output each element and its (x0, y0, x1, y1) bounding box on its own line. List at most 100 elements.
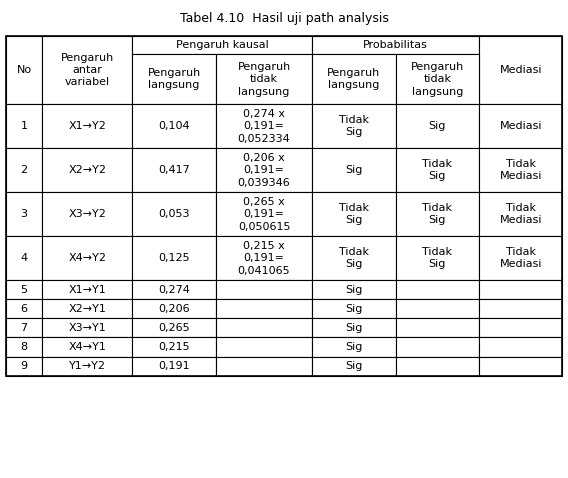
Bar (216, 148, 312, 192)
Bar (479, 192, 562, 236)
Bar (132, 280, 216, 299)
Text: Tidak
Mediasi: Tidak Mediasi (499, 203, 542, 225)
Text: Tabel 4.10  Hasil uji path analysis: Tabel 4.10 Hasil uji path analysis (179, 12, 389, 25)
Bar (312, 357, 396, 376)
Text: Tidak
Sig: Tidak Sig (423, 247, 452, 269)
Text: Sig: Sig (345, 165, 363, 175)
Bar (132, 104, 216, 148)
Bar (396, 280, 479, 299)
Text: Tidak
Mediasi: Tidak Mediasi (499, 159, 542, 181)
Text: 2: 2 (20, 165, 28, 175)
Text: Pengaruh
langsung: Pengaruh langsung (327, 68, 381, 90)
Bar (396, 337, 479, 357)
Bar (312, 299, 396, 318)
Bar (6, 337, 43, 357)
Text: X2→Y2: X2→Y2 (68, 165, 106, 175)
Text: 0,215 x
0,191=
0,041065: 0,215 x 0,191= 0,041065 (237, 241, 290, 275)
Bar (479, 357, 562, 376)
Text: 0,215: 0,215 (158, 342, 190, 352)
Text: 3: 3 (20, 209, 27, 219)
Text: 5: 5 (20, 285, 27, 294)
Bar (6, 148, 43, 192)
Bar (132, 337, 216, 357)
Bar (312, 236, 396, 280)
Bar (132, 36, 312, 54)
Bar (312, 54, 396, 104)
Bar (396, 192, 479, 236)
Bar (396, 236, 479, 280)
Bar (6, 236, 43, 280)
Text: Pengaruh
tidak
langsung: Pengaruh tidak langsung (237, 62, 291, 97)
Bar (6, 357, 43, 376)
Text: Tidak
Sig: Tidak Sig (339, 247, 369, 269)
Text: 9: 9 (20, 361, 28, 371)
Bar (216, 299, 312, 318)
Text: Mediasi: Mediasi (499, 121, 542, 131)
Bar (312, 280, 396, 299)
Bar (132, 357, 216, 376)
Bar (43, 104, 132, 148)
Bar (479, 318, 562, 337)
Bar (396, 148, 479, 192)
Bar (216, 318, 312, 337)
Text: 7: 7 (20, 323, 28, 333)
Bar (396, 54, 479, 104)
Bar (132, 299, 216, 318)
Text: 0,265 x
0,191=
0,050615: 0,265 x 0,191= 0,050615 (238, 197, 290, 231)
Text: Probabilitas: Probabilitas (363, 40, 428, 50)
Bar (216, 192, 312, 236)
Text: X4→Y1: X4→Y1 (68, 342, 106, 352)
Text: Mediasi: Mediasi (499, 65, 542, 75)
Text: 0,206 x
0,191=
0,039346: 0,206 x 0,191= 0,039346 (237, 153, 290, 187)
Bar (216, 236, 312, 280)
Bar (43, 148, 132, 192)
Text: Tidak
Sig: Tidak Sig (423, 203, 452, 225)
Text: 0,125: 0,125 (158, 253, 190, 263)
Text: X4→Y2: X4→Y2 (68, 253, 106, 263)
Bar (132, 54, 216, 104)
Bar (6, 192, 43, 236)
Bar (479, 337, 562, 357)
Text: Sig: Sig (429, 121, 446, 131)
Bar (132, 192, 216, 236)
Bar (312, 36, 479, 54)
Bar (132, 148, 216, 192)
Bar (43, 192, 132, 236)
Bar (479, 148, 562, 192)
Bar (216, 337, 312, 357)
Text: Pengaruh
antar
variabel: Pengaruh antar variabel (61, 53, 114, 87)
Bar (43, 337, 132, 357)
Bar (43, 236, 132, 280)
Bar (43, 36, 132, 104)
Bar (479, 280, 562, 299)
Bar (6, 318, 43, 337)
Bar (132, 236, 216, 280)
Text: No: No (16, 65, 32, 75)
Text: 6: 6 (20, 304, 27, 314)
Bar (6, 36, 562, 376)
Bar (479, 36, 562, 104)
Text: X3→Y1: X3→Y1 (69, 323, 106, 333)
Bar (312, 148, 396, 192)
Bar (396, 104, 479, 148)
Text: X1→Y1: X1→Y1 (69, 285, 106, 294)
Text: Tidak
Sig: Tidak Sig (339, 203, 369, 225)
Bar (479, 299, 562, 318)
Text: Tidak
Sig: Tidak Sig (339, 115, 369, 137)
Bar (216, 357, 312, 376)
Text: Y1→Y2: Y1→Y2 (69, 361, 106, 371)
Text: Pengaruh
langsung: Pengaruh langsung (147, 68, 201, 90)
Bar (216, 54, 312, 104)
Bar (479, 104, 562, 148)
Text: X3→Y2: X3→Y2 (68, 209, 106, 219)
Bar (43, 318, 132, 337)
Bar (6, 280, 43, 299)
Bar (132, 318, 216, 337)
Bar (43, 280, 132, 299)
Text: Sig: Sig (345, 361, 363, 371)
Bar (216, 280, 312, 299)
Text: Sig: Sig (345, 342, 363, 352)
Text: X1→Y2: X1→Y2 (68, 121, 106, 131)
Bar (396, 357, 479, 376)
Bar (312, 104, 396, 148)
